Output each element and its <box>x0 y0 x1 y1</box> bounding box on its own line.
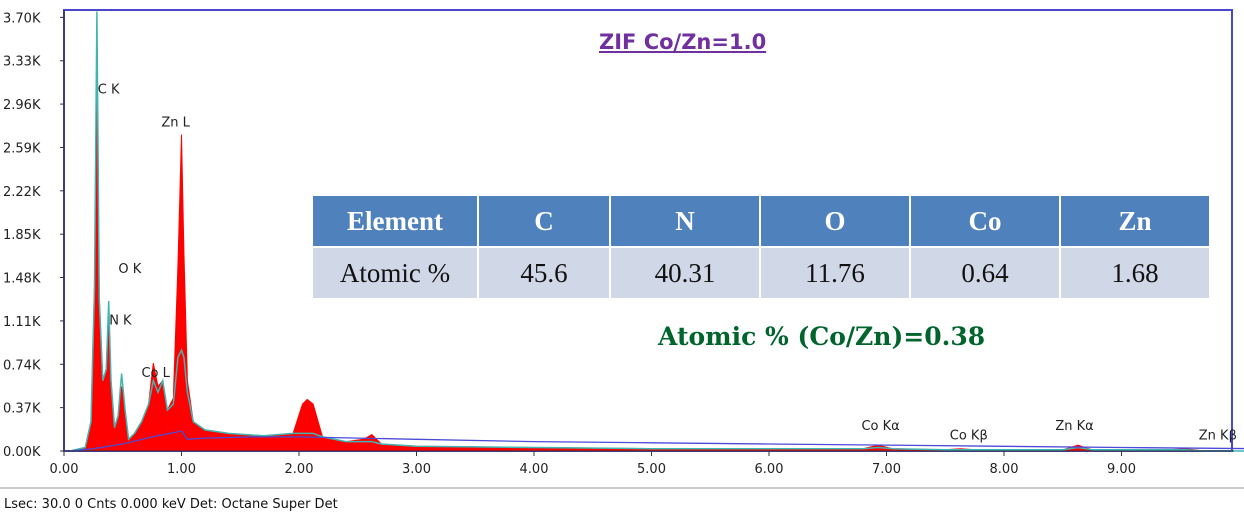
peak-label: Co Kα <box>861 419 899 434</box>
y-ticks: 0.00K 0.37K 0.74K 1.11K 1.48K 1.85K 2.22K 2.59K… <box>3 11 64 460</box>
fit-line <box>69 11 1244 452</box>
y-tick-label: 0.00K <box>3 445 41 460</box>
y-tick-label: 3.70K <box>3 11 41 26</box>
peak-label: Zn L <box>161 115 190 130</box>
x-ticks: 0.00 1.00 2.00 3.00 4.00 5.00 6.00 7.00 8.00 9.00 <box>50 451 1136 477</box>
x-tick-label: 5.00 <box>637 462 666 477</box>
ratio-annotation: Atomic % (Co/Zn)=0.38 <box>658 322 986 351</box>
y-tick-label: 1.11K <box>3 315 41 330</box>
x-tick-label: 9.00 <box>1107 462 1136 477</box>
y-tick-label: 3.33K <box>3 55 41 70</box>
peak-label: Zn Kα <box>1055 419 1093 434</box>
y-tick-label: 2.96K <box>3 98 41 113</box>
peak-label: Co Kβ <box>950 428 988 443</box>
table-cell: 45.6 <box>478 246 611 298</box>
table-header-cell: Element <box>313 196 479 247</box>
chart-title: ZIF Co/Zn=1.0 <box>599 30 767 54</box>
composition-table: Element C N O Co Zn Atomic % 45.6 40.31 … <box>313 196 1209 298</box>
peak-label: N K <box>109 313 132 328</box>
table-header-cell: Co <box>910 196 1061 247</box>
peak-label: Co L <box>141 366 170 381</box>
background-line <box>69 430 1244 452</box>
peak-label: C K <box>98 83 120 98</box>
x-tick-label: 0.00 <box>50 462 79 477</box>
y-tick-label: 1.85K <box>3 228 41 243</box>
y-tick-label: 1.48K <box>3 272 41 287</box>
x-tick-label: 7.00 <box>872 462 901 477</box>
x-tick-label: 3.00 <box>402 462 431 477</box>
x-tick-label: 1.00 <box>167 462 196 477</box>
table-cell: 11.76 <box>760 246 911 298</box>
peak-labels: C K Zn L O K N K Co L Co Kα Co Kβ Zn Kα Zn Kβ <box>98 83 1237 444</box>
x-tick-label: 2.00 <box>285 462 314 477</box>
x-tick-label: 4.00 <box>520 462 549 477</box>
table-header-cell: C <box>478 196 611 247</box>
status-bar-text: Lsec: 30.0 0 Cnts 0.000 keV Det: Octane … <box>4 497 338 512</box>
x-tick-label: 6.00 <box>755 462 784 477</box>
table-cell: 0.64 <box>910 246 1061 298</box>
table-row: Atomic % 45.6 40.31 11.76 0.64 1.68 <box>313 246 1209 298</box>
peak-label: Zn Kβ <box>1199 428 1237 443</box>
y-tick-label: 0.74K <box>3 358 41 373</box>
y-tick-label: 2.59K <box>3 141 41 156</box>
table-cell: Atomic % <box>313 246 479 298</box>
table-cell: 40.31 <box>610 246 761 298</box>
x-tick-label: 8.00 <box>990 462 1019 477</box>
y-tick-label: 2.22K <box>3 185 41 200</box>
table-header-cell: N <box>610 196 761 247</box>
table-header-row: Element C N O Co Zn <box>313 196 1209 247</box>
series-layer <box>69 11 1244 452</box>
peak-label: O K <box>118 262 141 277</box>
table-header-cell: Zn <box>1060 196 1209 247</box>
y-tick-label: 0.37K <box>3 402 41 417</box>
table-cell: 1.68 <box>1060 246 1209 298</box>
table-header-cell: O <box>760 196 911 247</box>
